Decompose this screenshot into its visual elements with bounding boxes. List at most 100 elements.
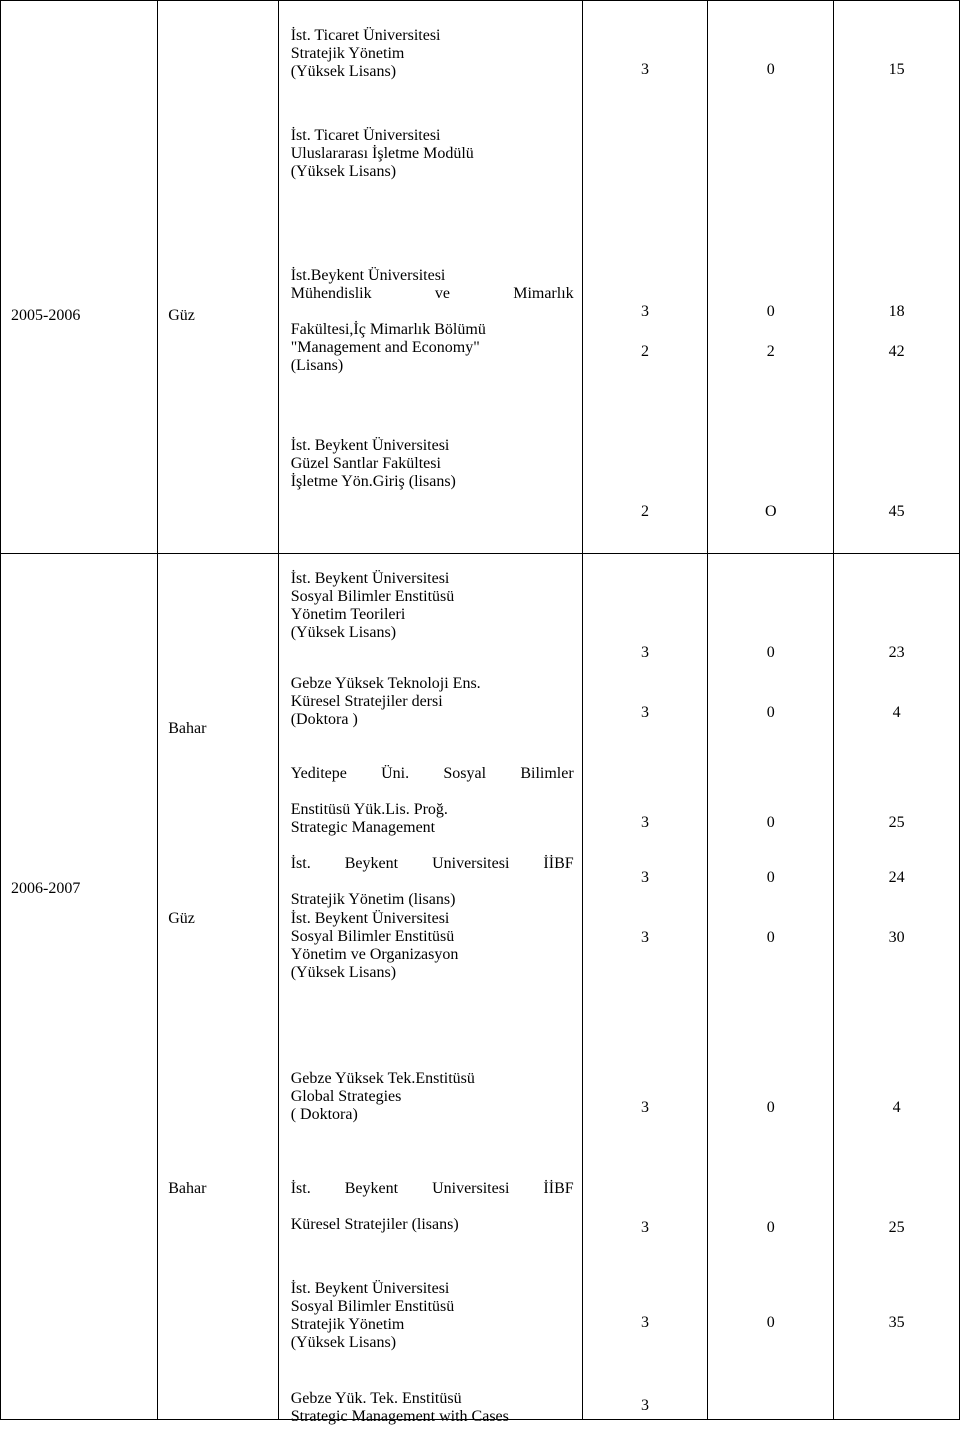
course-line: Yönetim Teorileri (291, 606, 574, 624)
num-value: 45 (834, 503, 959, 521)
num-value: 3 (583, 704, 708, 722)
num-value: 3 (583, 1099, 708, 1117)
num-value: 15 (834, 61, 959, 79)
description-cell: İst. Beykent Üniversitesi Sosyal Bilimle… (278, 554, 582, 1420)
course-line: Küresel Stratejiler dersi (291, 693, 574, 711)
num-cell: 45 (834, 433, 960, 554)
num-value: 2 (708, 343, 833, 361)
num-cell: 42 (834, 263, 960, 433)
num-value: 23 (834, 644, 959, 662)
table-row: 2005-2006 Güz İst. Ticaret Üniversitesi … (1, 1, 960, 264)
course-line: Yönetim ve Organizasyon (291, 946, 574, 964)
year-label: 2006-2007 (1, 874, 157, 904)
course-block: İst. Beykent Üniversitesi Sosyal Bilimle… (279, 904, 582, 988)
num-cell: 3 (582, 1259, 708, 1369)
course-line: Global Strategies (291, 1088, 574, 1106)
course-block: İst. Beykent Universitesi İİBF Küresel S… (279, 1174, 582, 1240)
course-block: İst. Ticaret Üniversitesi Uluslararası İ… (279, 121, 582, 187)
num-cell: 3 (582, 734, 708, 834)
course-line: (Yüksek Lisans) (291, 964, 574, 982)
course-block: İst. Beykent Üniversitesi Sosyal Bilimle… (279, 1274, 582, 1358)
num-cell: 0 (708, 1159, 834, 1259)
course-line: Stratejik Yönetim (291, 1316, 574, 1334)
course-line: Stratejik Yönetim (291, 45, 574, 63)
course-line: Yeditepe Üni. Sosyal Bilimler (291, 765, 574, 801)
course-line: İst. Beykent Üniversitesi (291, 1280, 574, 1298)
course-line: Sosyal Bilimler Enstitüsü (291, 1298, 574, 1316)
year-cell: 2006-2007 (1, 554, 158, 1420)
num-cell: 0 (708, 554, 834, 665)
course-line: İst. Beykent Üniversitesi (291, 437, 574, 455)
course-line: Fakültesi,İç Mimarlık Bölümü (291, 321, 574, 339)
course-line: İst. Beykent Üniversitesi (291, 570, 574, 588)
num-value: 35 (834, 1314, 959, 1332)
num-value: 0 (708, 61, 833, 79)
num-value: 0 (708, 814, 833, 832)
course-line: İşletme Yön.Giriş (lisans) (291, 473, 574, 491)
num-value: 4 (834, 1099, 959, 1117)
num-value: 25 (834, 1219, 959, 1237)
course-line: Sosyal Bilimler Enstitüsü (291, 588, 574, 606)
course-line: İst. Beykent Üniversitesi (291, 910, 574, 928)
semester-cell: Güz (158, 1, 279, 554)
course-line: (Doktora ) (291, 711, 574, 729)
num-value: 42 (834, 343, 959, 361)
num-value: 3 (583, 644, 708, 662)
num-cell: 3 (582, 1369, 708, 1420)
num-cell: 3 (582, 554, 708, 665)
num-value: 25 (834, 814, 959, 832)
semester-cell: Bahar Güz Bahar (158, 554, 279, 1420)
course-line: (Yüksek Lisans) (291, 1334, 574, 1352)
num-value: 0 (708, 1314, 833, 1332)
num-value: 3 (583, 814, 708, 832)
num-value: 3 (583, 61, 708, 79)
course-line: Uluslararası İşletme Modülü (291, 145, 574, 163)
num-cell: 23 (834, 554, 960, 665)
num-value: 3 (583, 929, 708, 947)
num-value: 3 (583, 869, 708, 887)
course-line: İst. Beykent Universitesi İİBF (291, 1180, 574, 1216)
num-value: 2 (583, 503, 708, 521)
num-cell: 35 (834, 1259, 960, 1369)
course-line: Sosyal Bilimler Enstitüsü (291, 928, 574, 946)
num-value: 2 (583, 343, 708, 361)
num-value: 0 (708, 644, 833, 662)
semester-label: Güz (158, 301, 278, 331)
course-line: ( Doktora) (291, 1106, 574, 1124)
course-line: Mühendislik ve Mimarlık (291, 285, 574, 321)
courses-table: 2005-2006 Güz İst. Ticaret Üniversitesi … (0, 0, 960, 1420)
num-cell: 3 (582, 664, 708, 734)
course-block: İst.Beykent Üniversitesi Mühendislik ve … (279, 261, 582, 381)
course-line: İst. Beykent Universitesi İİBF (291, 855, 574, 891)
num-value: 3 (583, 1314, 708, 1332)
num-cell: 2 (582, 263, 708, 433)
num-cell: 0 (708, 834, 834, 889)
num-value: 30 (834, 929, 959, 947)
num-value: 0 (708, 869, 833, 887)
course-line: (Yüksek Lisans) (291, 63, 574, 81)
num-cell: 15 (834, 1, 960, 264)
course-line: "Management and Economy" (291, 339, 574, 357)
table-row: 2006-2007 Bahar Güz Bahar İst. Beykent Ü… (1, 554, 960, 665)
num-cell: 0 (708, 734, 834, 834)
num-cell: 4 (834, 1049, 960, 1159)
course-block: İst. Beykent Üniversitesi Sosyal Bilimle… (279, 564, 582, 648)
num-cell (708, 1369, 834, 1420)
course-block: Gebze Yüksek Tek.Enstitüsü Global Strate… (279, 1064, 582, 1130)
course-block: İst. Ticaret Üniversitesi Stratejik Yöne… (279, 21, 582, 87)
year-label: 2005-2006 (1, 301, 157, 331)
course-line: İst. Ticaret Üniversitesi (291, 127, 574, 145)
course-line: Enstitüsü Yük.Lis. Proğ. (291, 801, 574, 819)
course-line: Güzel Santlar Fakültesi (291, 455, 574, 473)
num-cell (834, 1369, 960, 1420)
course-line: (Yüksek Lisans) (291, 624, 574, 642)
semester-label: Güz (158, 904, 278, 934)
course-line: Strategic Management (291, 819, 574, 837)
num-cell: 3 (582, 889, 708, 1049)
course-block: Gebze Yüksek Teknoloji Ens. Küresel Stra… (279, 669, 582, 735)
num-cell: 25 (834, 1159, 960, 1259)
course-line: Küresel Stratejiler (lisans) (291, 1216, 574, 1234)
num-cell: 30 (834, 889, 960, 1049)
num-cell: 3 (582, 1, 708, 264)
page-root: 2005-2006 Güz İst. Ticaret Üniversitesi … (0, 0, 960, 1420)
